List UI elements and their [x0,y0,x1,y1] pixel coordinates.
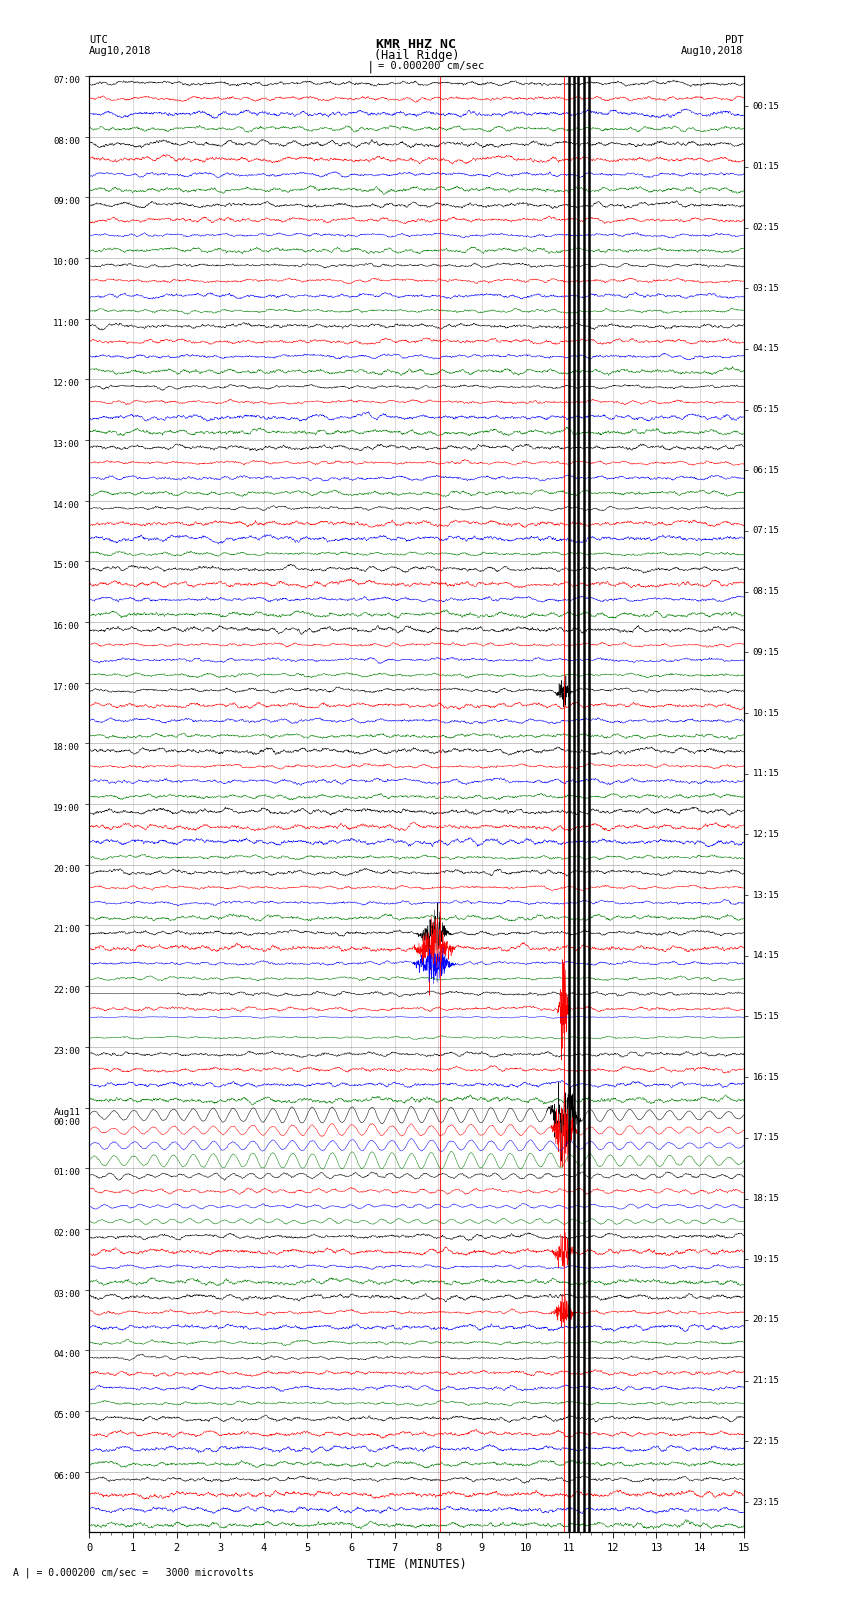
Text: UTC
Aug10,2018: UTC Aug10,2018 [89,35,152,56]
Text: KMR HHZ NC: KMR HHZ NC [377,37,456,52]
Text: PDT
Aug10,2018: PDT Aug10,2018 [681,35,744,56]
Text: = 0.000200 cm/sec: = 0.000200 cm/sec [378,61,484,71]
Text: A | = 0.000200 cm/sec =   3000 microvolts: A | = 0.000200 cm/sec = 3000 microvolts [13,1568,253,1579]
Text: (Hail Ridge): (Hail Ridge) [374,50,459,63]
Text: |: | [367,60,374,74]
X-axis label: TIME (MINUTES): TIME (MINUTES) [366,1558,467,1571]
